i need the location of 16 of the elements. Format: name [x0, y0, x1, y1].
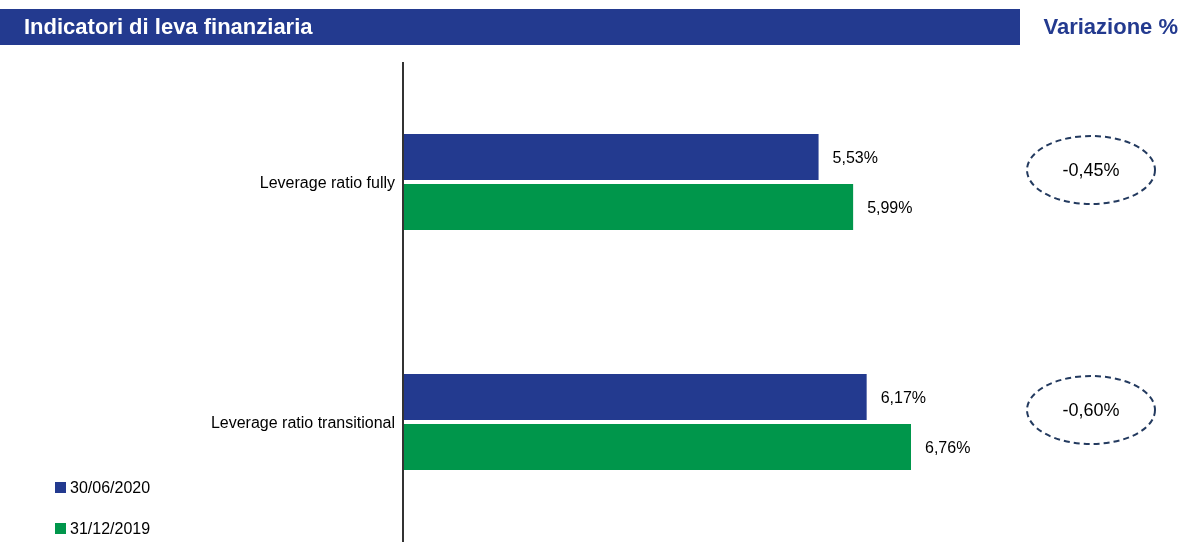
data-label: 5,99%: [867, 198, 913, 216]
text: Variazione %: [1043, 13, 1178, 41]
text: -0,45%: [1061, 159, 1121, 182]
text: -0,60%: [1061, 399, 1121, 422]
bar: [403, 374, 867, 420]
y-tick-label: Leverage ratio transitional: [210, 413, 395, 431]
data-label: 6,17%: [880, 388, 927, 406]
text: Indicatori di leva finanziaria: [0, 9, 1020, 45]
y-tick-label: Leverage ratio fully: [259, 173, 395, 191]
legend-label: 30/06/2020: [70, 478, 151, 497]
bar: [403, 424, 911, 470]
bar: [403, 184, 854, 230]
legend-label: 31/12/2019: [70, 519, 151, 538]
data-label: 5,53%: [832, 148, 878, 166]
bar: [403, 134, 819, 180]
data-label: 6,76%: [925, 438, 971, 456]
